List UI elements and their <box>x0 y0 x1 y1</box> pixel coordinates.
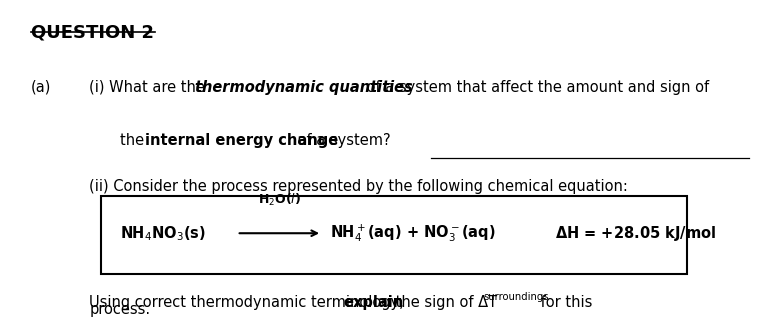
Text: $\bf{\Delta H}$ = +28.05 kJ/mol: $\bf{\Delta H}$ = +28.05 kJ/mol <box>555 224 716 243</box>
Text: Using correct thermodynamic terminology,: Using correct thermodynamic terminology, <box>89 295 409 310</box>
Text: (a): (a) <box>31 80 51 95</box>
Text: NH$_4^+$(aq) + NO$_3^-$(aq): NH$_4^+$(aq) + NO$_3^-$(aq) <box>330 222 495 244</box>
Text: (i) What are the: (i) What are the <box>89 80 210 95</box>
Text: of a system that affect the amount and sign of: of a system that affect the amount and s… <box>362 80 708 95</box>
Text: explain: explain <box>344 295 404 310</box>
Text: the sign of ΔT: the sign of ΔT <box>390 295 497 310</box>
Text: internal energy change: internal energy change <box>145 133 338 148</box>
Text: of a system?: of a system? <box>293 133 390 148</box>
Text: QUESTION 2: QUESTION 2 <box>31 23 154 41</box>
Text: NH$_4$NO$_3$(s): NH$_4$NO$_3$(s) <box>120 224 206 243</box>
Text: (ii) Consider the process represented by the following chemical equation:: (ii) Consider the process represented by… <box>89 179 628 194</box>
Text: the: the <box>120 133 149 148</box>
Text: process.: process. <box>89 302 151 317</box>
Text: thermodynamic quantities: thermodynamic quantities <box>195 80 413 95</box>
Text: H$_2$O($\it{l}$): H$_2$O($\it{l}$) <box>258 192 301 208</box>
Text: for this: for this <box>536 295 592 310</box>
Text: surroundings: surroundings <box>483 292 549 302</box>
FancyBboxPatch shape <box>101 196 687 274</box>
